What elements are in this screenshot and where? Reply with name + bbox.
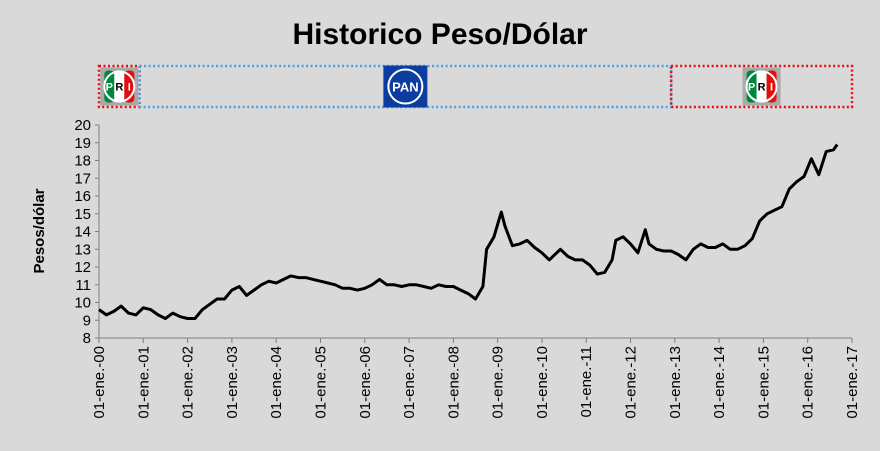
pri-logo-letter: I <box>770 82 773 94</box>
pan-logo-text: PAN <box>392 80 418 95</box>
pri-logo-letter: I <box>128 82 131 94</box>
y-tick-label: 11 <box>75 277 91 294</box>
y-tick-label: 10 <box>74 295 91 312</box>
pri-logo-letter: P <box>106 82 113 94</box>
pri-logo-ring <box>103 70 136 103</box>
y-tick-label: 14 <box>74 224 91 241</box>
x-tick-label: 01-ene.-03 <box>224 346 241 419</box>
x-tick-label: 01-ene.-06 <box>357 346 374 419</box>
y-tick-label: 20 <box>74 117 91 134</box>
y-tick-label: 8 <box>83 330 91 347</box>
x-tick-label: 01-ene.-02 <box>180 346 197 419</box>
y-tick-label: 17 <box>74 170 91 187</box>
x-tick-label: 01-ene.-07 <box>401 346 418 419</box>
x-tick-label: 01-ene.-01 <box>135 346 152 419</box>
x-tick-label: 01-ene.-14 <box>711 346 728 419</box>
presidential-period-bars: P R I PAN P R I <box>97 64 854 109</box>
x-tick-label: 01-ene.-12 <box>623 346 640 419</box>
y-tick-label: 12 <box>74 259 91 276</box>
x-tick-label: 01-ene.-17 <box>844 346 861 419</box>
y-tick-label: 19 <box>74 135 91 152</box>
x-axis-ticks: 01-ene.-00 01-ene.-01 01-ene.-02 01-ene.-03… <box>91 338 861 419</box>
pan-logo-icon <box>383 65 428 108</box>
period-bar-pri <box>669 64 854 109</box>
pri-logo-letter: R <box>758 82 766 94</box>
x-tick-label: 01-ene.-08 <box>445 346 462 419</box>
x-tick-label: 01-ene.-09 <box>490 346 507 419</box>
y-tick-label: 9 <box>83 312 91 329</box>
pri-logo-letter: R <box>115 82 123 94</box>
x-tick-label: 01-ene.-16 <box>800 346 817 419</box>
y-axis-label: Pesos/dólar <box>31 188 48 273</box>
x-tick-label: 01-ene.-04 <box>268 346 285 419</box>
pan-logo-ring <box>387 68 424 105</box>
y-tick-label: 18 <box>74 153 91 170</box>
pri-logo-ring <box>745 70 778 103</box>
x-tick-label: 01-ene.-00 <box>91 346 108 419</box>
pri-logo-stripe <box>756 70 767 103</box>
y-tick-label: 16 <box>74 188 91 205</box>
pri-logo-letter: P <box>748 82 755 94</box>
chart-title: Historico Peso/Dólar <box>292 18 588 51</box>
y-tick-label: 13 <box>74 241 91 258</box>
x-tick-label: 01-ene.-13 <box>667 346 684 419</box>
x-tick-label: 01-ene.-05 <box>312 346 329 419</box>
y-tick-label: 15 <box>74 206 91 223</box>
series-line-peso-dollar <box>98 143 839 320</box>
x-tick-label: 01-ene.-15 <box>755 346 772 419</box>
x-tick-label: 01-ene.-10 <box>534 346 551 419</box>
x-tick-label: 01-ene.-11 <box>578 346 595 417</box>
pri-logo-stripe <box>114 70 125 103</box>
